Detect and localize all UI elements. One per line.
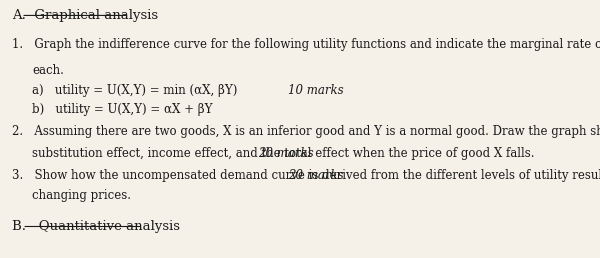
Text: a)   utility = U(X,Y) = min (αX, βY): a) utility = U(X,Y) = min (αX, βY)	[32, 84, 237, 97]
Text: b)   utility = U(X,Y) = αX + βY: b) utility = U(X,Y) = αX + βY	[32, 103, 212, 116]
Text: each.: each.	[32, 64, 64, 77]
Text: 1.   Graph the indifference curve for the following utility functions and indica: 1. Graph the indifference curve for the …	[12, 38, 600, 51]
Text: substitution effect, income effect, and the total effect when the price of good : substitution effect, income effect, and …	[32, 147, 535, 160]
Text: changing prices.: changing prices.	[32, 189, 131, 202]
Text: 10 marks: 10 marks	[289, 84, 344, 97]
Text: 3.   Show how the uncompensated demand curve is derived from the different level: 3. Show how the uncompensated demand cur…	[12, 168, 600, 182]
Text: B.   Quantitative analysis: B. Quantitative analysis	[12, 220, 180, 233]
Text: 20 marks: 20 marks	[258, 147, 314, 160]
Text: A.  Graphical analysis: A. Graphical analysis	[12, 9, 158, 22]
Text: 20 marks: 20 marks	[289, 168, 344, 182]
Text: 2.   Assuming there are two goods, X is an inferior good and Y is a normal good.: 2. Assuming there are two goods, X is an…	[12, 125, 600, 138]
